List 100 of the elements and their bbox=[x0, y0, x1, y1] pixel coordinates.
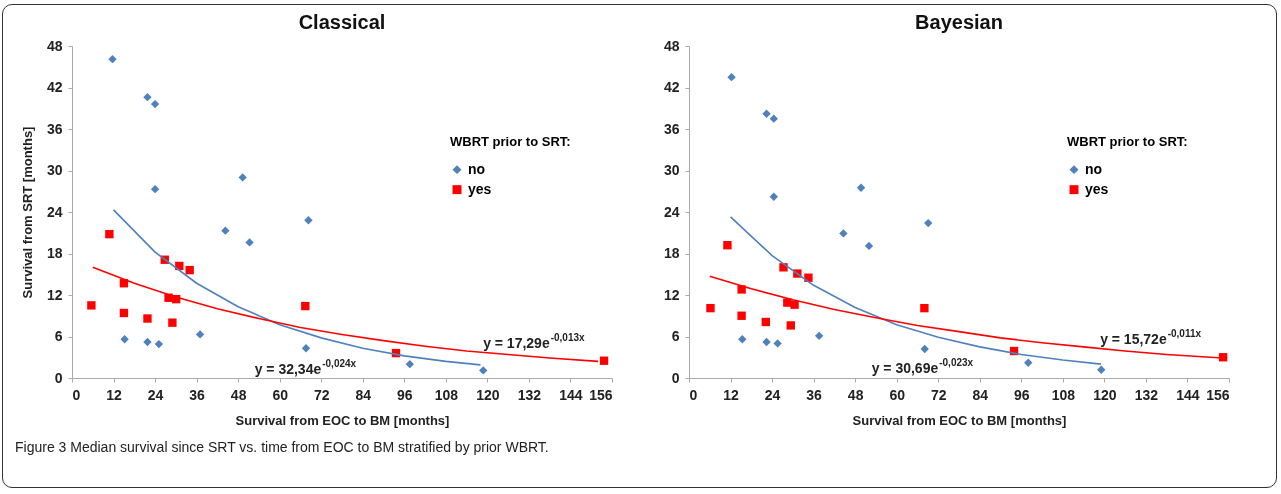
point bbox=[790, 300, 799, 309]
x-tick-label: 72 bbox=[313, 386, 330, 403]
x-tick-label: 84 bbox=[355, 386, 372, 403]
y-tick-label: 30 bbox=[46, 162, 63, 178]
x-tick-label: 36 bbox=[806, 386, 823, 403]
point bbox=[154, 339, 164, 349]
point bbox=[120, 335, 129, 344]
point bbox=[108, 54, 117, 64]
y-tick-label: 48 bbox=[663, 37, 680, 54]
y-tick-label: 6 bbox=[54, 328, 63, 344]
point bbox=[737, 311, 746, 320]
x-tick-label: 96 bbox=[1014, 386, 1030, 403]
x-tick-label: 156 bbox=[589, 386, 613, 403]
chart-title: Bayesian bbox=[915, 11, 1003, 33]
y-tick-label: 48 bbox=[46, 37, 63, 54]
y-tick-label: 30 bbox=[663, 162, 680, 178]
point bbox=[924, 218, 933, 228]
x-tick-label: 12 bbox=[723, 386, 740, 403]
legend-label: yes bbox=[1085, 180, 1109, 197]
point bbox=[1097, 365, 1106, 374]
y-tick-label: 18 bbox=[46, 245, 63, 261]
y-tick-label: 42 bbox=[46, 79, 63, 95]
point bbox=[87, 301, 96, 310]
x-tick-label: 36 bbox=[189, 386, 206, 403]
x-tick-label: 60 bbox=[272, 386, 289, 403]
point bbox=[839, 229, 848, 238]
point bbox=[479, 366, 488, 375]
x-tick-label: 108 bbox=[434, 386, 459, 403]
point bbox=[599, 356, 609, 365]
y-tick-label: 12 bbox=[663, 286, 680, 303]
point bbox=[769, 192, 778, 201]
y-tick-label: 12 bbox=[46, 286, 63, 303]
legend-label: no bbox=[468, 160, 486, 177]
point bbox=[238, 173, 247, 182]
chart-title: Classical bbox=[298, 11, 386, 33]
point bbox=[143, 314, 152, 323]
point bbox=[786, 321, 795, 330]
x-tick-label: 60 bbox=[889, 386, 906, 403]
point bbox=[761, 317, 771, 327]
x-tick-label: 108 bbox=[1051, 386, 1076, 403]
point bbox=[738, 335, 747, 344]
point bbox=[706, 303, 715, 313]
point bbox=[920, 303, 929, 313]
point bbox=[168, 318, 177, 327]
x-tick-label: 0 bbox=[72, 386, 81, 403]
x-tick-label: 120 bbox=[476, 386, 500, 403]
point bbox=[150, 184, 160, 194]
point bbox=[245, 238, 254, 247]
point bbox=[195, 330, 205, 339]
x-tick-label: 48 bbox=[847, 386, 864, 403]
y-tick-label: 24 bbox=[663, 203, 680, 220]
x-tick-label: 132 bbox=[517, 386, 542, 403]
x-tick-label: 144 bbox=[559, 386, 583, 403]
x-tick-label: 156 bbox=[1206, 386, 1230, 403]
x-axis-title: Survival from EOC to BM [months] bbox=[852, 412, 1067, 428]
y-tick-label: 36 bbox=[663, 120, 680, 137]
y-axis-title: Survival from SRT [months] bbox=[19, 126, 35, 299]
point bbox=[304, 216, 313, 225]
point bbox=[762, 337, 771, 347]
point bbox=[185, 265, 194, 275]
x-axis-title: Survival from EOC to BM [months] bbox=[235, 412, 450, 428]
x-tick-label: 0 bbox=[689, 386, 698, 403]
point bbox=[301, 301, 310, 311]
point bbox=[301, 344, 311, 353]
y-tick-label: 24 bbox=[46, 203, 63, 220]
x-tick-label: 144 bbox=[1176, 386, 1200, 403]
x-tick-label: 24 bbox=[764, 386, 781, 403]
point bbox=[723, 241, 732, 250]
point bbox=[814, 331, 824, 340]
point bbox=[405, 359, 415, 369]
legend-label: no bbox=[1085, 160, 1103, 177]
y-tick-label: 18 bbox=[663, 245, 680, 261]
point bbox=[105, 229, 114, 239]
x-tick-label: 12 bbox=[106, 386, 123, 403]
x-tick-label: 132 bbox=[1134, 386, 1159, 403]
point bbox=[856, 183, 866, 192]
x-tick-label: 84 bbox=[972, 386, 989, 403]
legend-label: yes bbox=[468, 180, 492, 197]
y-tick-label: 42 bbox=[663, 79, 680, 95]
x-tick-label: 120 bbox=[1093, 386, 1117, 403]
point bbox=[150, 99, 160, 109]
y-tick-label: 0 bbox=[54, 369, 63, 386]
legend-title: WBRT prior to SRT: bbox=[1067, 133, 1188, 149]
point bbox=[143, 93, 152, 102]
point bbox=[769, 114, 778, 123]
point bbox=[727, 72, 736, 82]
point bbox=[119, 308, 129, 318]
x-tick-label: 24 bbox=[147, 386, 164, 403]
point bbox=[737, 285, 746, 294]
legend-title: WBRT prior to SRT: bbox=[450, 133, 571, 149]
point bbox=[221, 226, 230, 235]
y-tick-label: 36 bbox=[46, 120, 63, 137]
point bbox=[920, 344, 929, 354]
y-tick-label: 6 bbox=[671, 328, 680, 344]
point bbox=[143, 337, 152, 347]
caption: Figure 3 Median survival since SRT vs. time from EOC to BM stratified by prior WBRT. bbox=[15, 439, 549, 455]
x-tick-label: 72 bbox=[930, 386, 947, 403]
point bbox=[864, 241, 874, 251]
x-tick-label: 96 bbox=[397, 386, 413, 403]
point bbox=[762, 109, 771, 118]
